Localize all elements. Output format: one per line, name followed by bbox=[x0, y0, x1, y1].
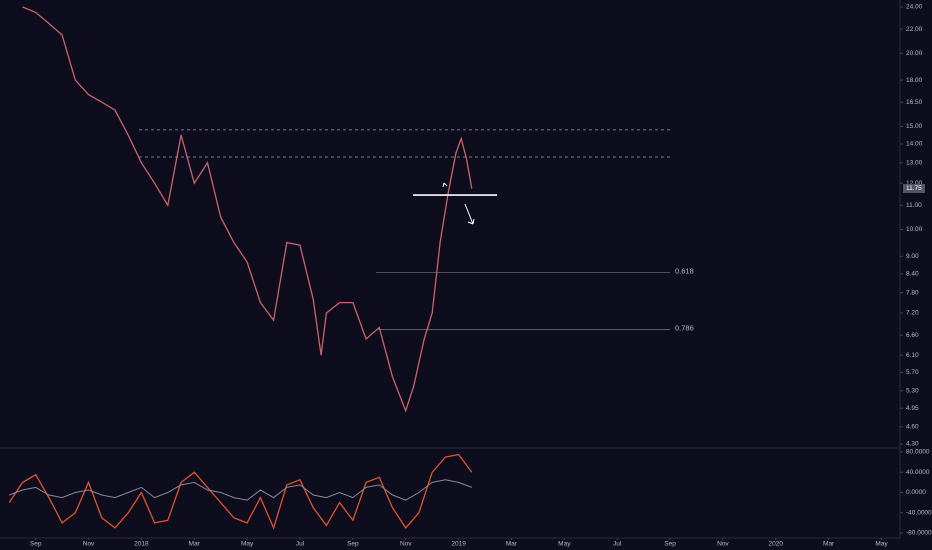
x-tick-label: Nov bbox=[400, 541, 412, 548]
x-tick-label: May bbox=[558, 541, 571, 548]
x-tick-label: Mar bbox=[506, 541, 518, 548]
fib-label: 0.786 bbox=[675, 323, 694, 332]
y-tick-label: 6.10 bbox=[906, 352, 919, 359]
y-tick-label: 4.95 bbox=[906, 405, 919, 412]
y-tick-label: 16.50 bbox=[906, 99, 923, 106]
y-tick-label: 14.00 bbox=[906, 141, 923, 148]
x-tick-label: 2020 bbox=[769, 541, 784, 548]
y-tick-label: 18.00 bbox=[906, 77, 923, 84]
y-tick-label: -80.0000 bbox=[906, 530, 932, 537]
y-tick-label: 5.70 bbox=[906, 369, 919, 376]
y-tick-label: 7.20 bbox=[906, 310, 919, 317]
y-tick-label: 4.60 bbox=[906, 424, 919, 431]
x-tick-label: Nov bbox=[717, 541, 729, 548]
y-tick-label: 0.0000 bbox=[906, 489, 926, 496]
arrow-up bbox=[442, 182, 448, 188]
x-tick-label: May bbox=[875, 541, 888, 548]
y-tick-label: 8.40 bbox=[906, 271, 919, 278]
arrow-down bbox=[464, 203, 475, 225]
y-tick-label: 24.00 bbox=[906, 4, 923, 11]
oscillator-line bbox=[8, 453, 473, 530]
x-tick-label: 2019 bbox=[451, 541, 466, 548]
y-tick-label: 20.00 bbox=[906, 50, 923, 57]
y-tick-label: 4.30 bbox=[906, 441, 919, 448]
y-tick-label: 11.00 bbox=[906, 202, 922, 209]
y-tick-label: 15.00 bbox=[906, 123, 923, 130]
x-tick-label: May bbox=[241, 541, 254, 548]
x-tick-label: Mar bbox=[823, 541, 835, 548]
x-tick-label: 2018 bbox=[134, 541, 149, 548]
y-tick-label: 10.00 bbox=[906, 226, 923, 233]
y-tick-label: 12.00 bbox=[906, 180, 923, 187]
x-tick-label: Jul bbox=[613, 541, 622, 548]
y-tick-label: 5.30 bbox=[906, 388, 919, 395]
y-tick-label: 6.60 bbox=[906, 332, 919, 339]
price-tag bbox=[903, 184, 925, 194]
price-tag-label: 11.75 bbox=[906, 185, 922, 192]
x-tick-label: Jul bbox=[296, 541, 305, 548]
x-tick-label: Mar bbox=[189, 541, 201, 548]
price-line bbox=[22, 6, 473, 413]
y-tick-label: -40.0000 bbox=[906, 509, 932, 516]
y-tick-label: 40.0000 bbox=[906, 469, 930, 476]
x-tick-label: Nov bbox=[83, 541, 95, 548]
y-tick-label: 13.00 bbox=[906, 160, 923, 167]
x-tick-label: Sep bbox=[664, 541, 676, 548]
y-tick-label: 80.0000 bbox=[906, 449, 930, 456]
y-tick-label: 22.00 bbox=[906, 26, 923, 33]
fib-label: 0.618 bbox=[675, 266, 694, 275]
x-tick-label: Sep bbox=[30, 541, 42, 548]
y-tick-label: 9.00 bbox=[906, 253, 919, 260]
x-tick-label: Sep bbox=[347, 541, 359, 548]
y-tick-label: 7.80 bbox=[906, 289, 919, 296]
oscillator-line bbox=[9, 479, 472, 501]
